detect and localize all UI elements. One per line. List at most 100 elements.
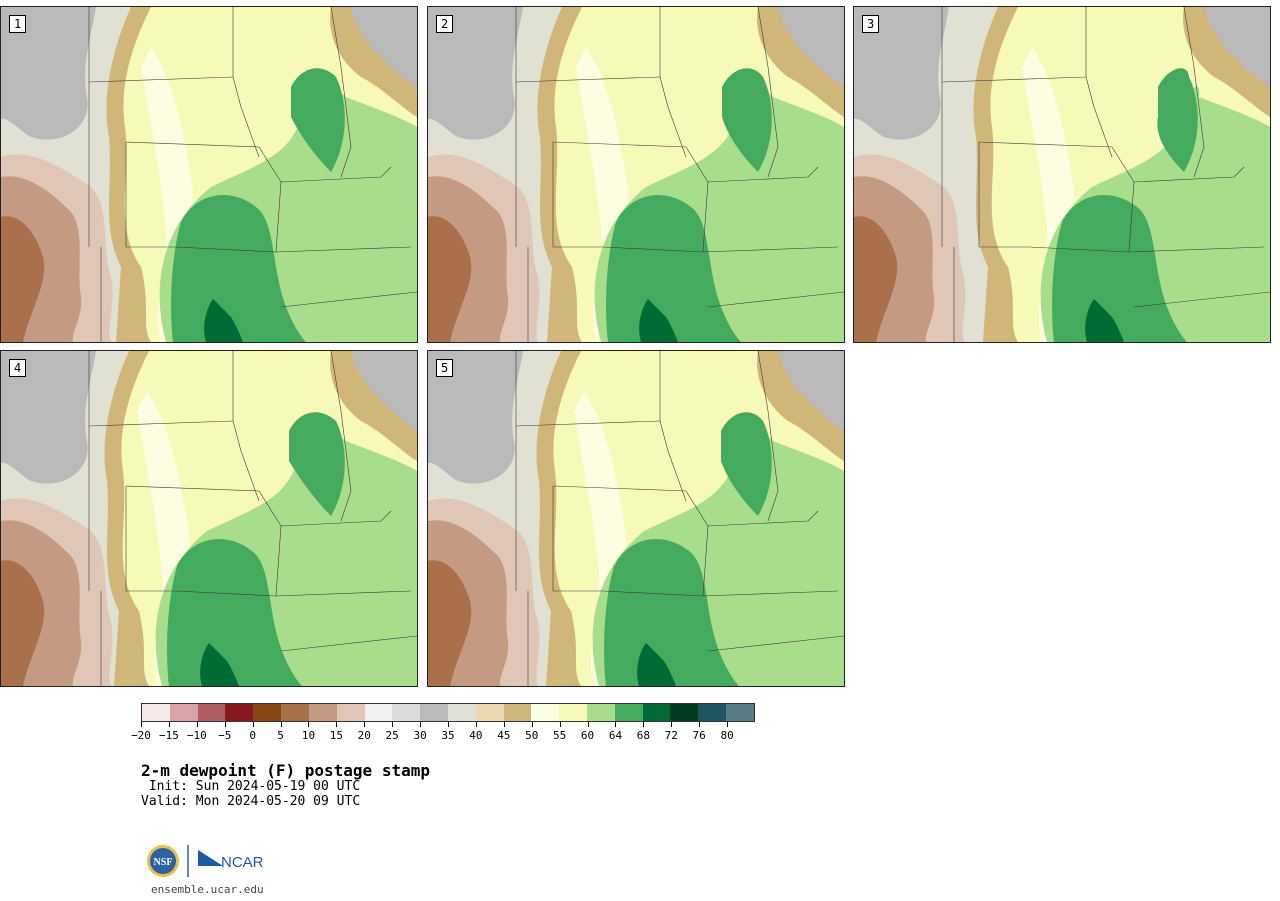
colorbar-tick (699, 722, 701, 727)
colorbar-tick (224, 722, 226, 727)
dewpoint-map (428, 351, 844, 686)
state-boundary (707, 635, 844, 652)
member-map-panel[interactable]: 2 (427, 6, 845, 343)
state-boundary (702, 181, 709, 253)
dewpoint-map (428, 7, 844, 342)
state-boundary (125, 485, 282, 527)
colorbar-tick (141, 722, 142, 727)
member-number-label: 2 (436, 15, 454, 33)
init-time: Init: Sun 2024-05-19 00 UTC (141, 779, 361, 794)
arid-minimum-region (428, 216, 472, 342)
northeast-dry-core (778, 7, 844, 87)
colorbar-tick (559, 722, 561, 727)
state-boundary (553, 590, 704, 597)
colorbar-tick-label: 80 (720, 729, 734, 742)
northeast-dry-core (351, 7, 417, 87)
high-dewpoint-core (1085, 299, 1124, 342)
colorbar-swatch (531, 704, 560, 721)
colorbar-swatch (698, 704, 727, 721)
member-map-panel[interactable]: 1 (0, 6, 418, 343)
state-boundary (659, 7, 687, 158)
northern-moist-lobe (722, 68, 772, 172)
high-dewpoint-core (204, 299, 243, 342)
colorbar-swatch (614, 704, 643, 721)
colorbar-tick-label: −10 (186, 729, 207, 742)
colorbar-swatch (392, 704, 421, 721)
colorbar-swatch (253, 704, 282, 721)
colorbar-tick-label: −15 (158, 729, 179, 742)
state-boundary (702, 525, 709, 597)
colorbar-tick (503, 722, 505, 727)
colorbar-tick-label: 45 (497, 729, 511, 742)
colorbar-tick-label: 72 (664, 729, 678, 742)
colorbar-tick-label: 55 (553, 729, 567, 742)
state-boundary (275, 590, 412, 597)
member-number-label: 5 (436, 359, 454, 377)
footer-url[interactable]: ensemble.ucar.edu (151, 883, 264, 896)
colorbar-tick (280, 722, 282, 727)
colorbar-tick-label: 5 (277, 729, 284, 742)
colorbar-tick-label: 30 (413, 729, 427, 742)
state-boundary (275, 525, 282, 597)
high-dewpoint-core (200, 643, 239, 686)
nsf-logo-text: NSF (154, 857, 173, 868)
state-boundary (1085, 7, 1113, 158)
rockies-dry-region (428, 7, 523, 140)
state-boundary (275, 246, 412, 253)
colorbar-tick (615, 722, 617, 727)
colorbar-swatch (364, 704, 393, 721)
state-boundary (280, 510, 392, 527)
colorbar-tick (196, 722, 198, 727)
colorbar-swatch (281, 704, 309, 721)
rockies-dry-region (428, 351, 523, 484)
colorbar-swatch (447, 704, 476, 721)
colorbar-tick (448, 722, 449, 727)
southern-moist-core (606, 195, 741, 342)
colorbar-tick (252, 722, 254, 727)
state-boundary (552, 141, 709, 183)
northern-moist-lobe (1157, 68, 1198, 172)
dewpoint-map (1, 351, 417, 686)
state-boundary (941, 76, 1087, 83)
colorbar-tick-label: 40 (469, 729, 483, 742)
state-boundary (126, 590, 277, 597)
state-boundary (707, 166, 819, 183)
high-dewpoint-core (637, 643, 676, 686)
colorbar-tick (475, 722, 477, 727)
member-map-panel[interactable]: 4 (0, 350, 418, 687)
southern-moist-core (167, 539, 302, 686)
colorbar-tick (308, 722, 310, 727)
colorbar-swatch (475, 704, 504, 721)
colorbar-swatch (726, 704, 754, 721)
colorbar-tick (168, 722, 170, 727)
colorbar-tick-label: 60 (580, 729, 595, 742)
colorbar-ticks: −20 −15 −10 −5 0 5 10 15 20 25 30 35 40 45 50 55 60 64 68 7… (131, 722, 755, 742)
colorbar-tick-label: 35 (441, 729, 455, 742)
colorbar-tick-label: −20 (131, 729, 151, 742)
state-boundary (702, 246, 839, 253)
colorbar-tick-label: 20 (357, 729, 371, 742)
northern-moist-lobe (721, 412, 772, 516)
colorbar-swatch (169, 704, 198, 721)
arid-minimum-region (1, 560, 45, 686)
colorbar-swatch (225, 704, 254, 721)
nsf-ncar-logo: NSF NCAR (147, 845, 264, 877)
colorbar-swatch (142, 704, 170, 721)
northeast-dry-core (1204, 7, 1270, 87)
state-boundary (330, 7, 352, 178)
member-map-panel[interactable]: 3 (853, 6, 1271, 343)
state-boundary (280, 291, 417, 308)
colorbar-tick-label: 25 (385, 729, 399, 742)
member-map-panel[interactable]: 5 (427, 350, 845, 687)
colorbar-swatch (503, 704, 532, 721)
colorbar-tick-label: −5 (218, 729, 232, 742)
northern-moist-lobe (289, 412, 345, 516)
southern-moist-core (171, 195, 306, 342)
state-boundary (515, 420, 661, 427)
state-boundary (126, 246, 277, 253)
arid-minimum-region (428, 560, 472, 686)
colorbar-swatch (336, 704, 365, 721)
member-number-label: 1 (9, 15, 27, 33)
colorbar-swatch (420, 704, 448, 721)
colorbar-tick (587, 722, 589, 727)
